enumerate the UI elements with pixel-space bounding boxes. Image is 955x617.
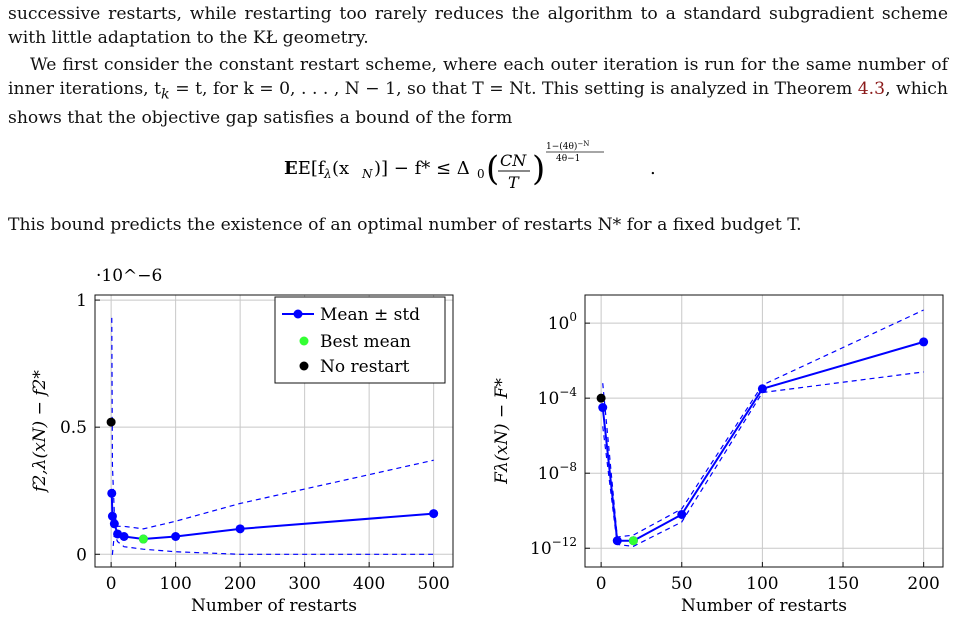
mean-point <box>171 531 181 541</box>
legend: Mean ± std Best mean No restart <box>274 296 446 384</box>
mean-point <box>107 511 117 521</box>
mean-point <box>612 536 622 546</box>
paragraph-2-part-c: = t, for k = 0, . . . , N − 1, so that T… <box>169 79 858 99</box>
legend-item-best: Best mean <box>320 332 411 352</box>
best-mean-point <box>628 536 638 546</box>
x-tick-label: 150 <box>827 574 859 594</box>
chart-log: 0 50 100 150 200 10−12 10−8 10−4 100 Number of r… <box>492 294 944 616</box>
theorem-ref-link[interactable]: 4.3 <box>857 79 886 99</box>
x-tick-label: 50 <box>671 574 693 594</box>
axis-ticks: 0 100 200 300 400 500 0 0.5 1 <box>60 291 450 594</box>
bound-equation: EE[f λ (x N )] − f* ≤ Δ 0 ( CN T ) 1−(4θ… <box>284 140 656 192</box>
paragraph-3: This bound predicts the existence of an … <box>8 215 802 235</box>
x-tick-label: 400 <box>353 574 385 594</box>
eq-frac-den: T <box>508 173 520 192</box>
paragraph-1: successive restarts, while restarting to… <box>8 4 948 48</box>
mean-point <box>598 403 608 413</box>
scale-label: ·10^−6 <box>96 266 162 286</box>
no-restart-point <box>106 417 116 427</box>
y-tick-label: 0 <box>76 545 87 565</box>
mean-point <box>107 488 117 498</box>
y-tick-label: 10−4 <box>538 385 578 409</box>
y-axis-label: f2,λ(xN) − f2* <box>30 370 50 494</box>
eq-lhs-text: E[f <box>298 158 326 179</box>
legend-item-norestart: No restart <box>320 357 410 377</box>
x-tick-label: 500 <box>417 574 449 594</box>
mean-point <box>119 531 129 541</box>
series-mean-line <box>601 340 924 542</box>
y-tick-label: 10−12 <box>530 535 577 559</box>
grid <box>585 295 943 567</box>
x-axis-label: Number of restarts <box>681 596 847 616</box>
legend-marker-icon <box>293 309 303 319</box>
eq-exp-num-sup: −N <box>577 140 589 148</box>
paragraph-2-sub-k: k <box>161 86 170 103</box>
y-tick-label: 10−8 <box>538 460 577 484</box>
legend-item-mean: Mean ± std <box>320 305 420 325</box>
eq-sub-zero: 0 <box>477 167 485 181</box>
mean-point <box>757 384 767 394</box>
y-axis-label: Fλ(xN) − F* <box>492 378 512 485</box>
series-upper-std <box>602 309 924 538</box>
x-tick-label: 0 <box>106 574 117 594</box>
legend-norestart-icon <box>299 361 309 371</box>
eq-exp-num: 1−(4θ)−N <box>546 140 589 152</box>
no-restart-point <box>596 393 606 403</box>
paragraph-2: We first consider the constant restart s… <box>8 53 948 130</box>
mean-point <box>919 337 929 347</box>
x-tick-label: 200 <box>224 574 256 594</box>
series-layer <box>106 317 439 555</box>
best-mean-point <box>138 534 148 544</box>
series-upper-std <box>111 317 434 530</box>
mean-point <box>429 509 439 519</box>
eq-sub-n: N <box>361 167 373 181</box>
x-tick-label: 100 <box>746 574 778 594</box>
eq-paren-close: ) <box>532 149 545 189</box>
y-tick-label: 0.5 <box>60 418 87 438</box>
mean-point <box>235 524 245 534</box>
series-mean-line <box>110 493 434 541</box>
x-axis-label: Number of restarts <box>191 596 357 616</box>
paragraph-2-part-a: We first consider the constant restart s… <box>8 55 948 99</box>
eq-frac-num: CN <box>500 151 527 170</box>
eq-mid: (x <box>332 158 349 179</box>
series-lower-std <box>111 533 434 555</box>
eq-period: . <box>650 158 656 179</box>
x-tick-label: 200 <box>907 574 939 594</box>
x-tick-label: 300 <box>288 574 320 594</box>
eq-exp-num-text: 1−(4θ) <box>546 141 577 152</box>
eq-paren-open: ( <box>486 149 499 189</box>
chart-linear: 0 100 200 300 400 500 0 0.5 1 ·10^−6 Number of r… <box>30 266 454 616</box>
eq-exp-den: 4θ−1 <box>556 154 580 164</box>
y-tick-label: 100 <box>548 310 577 334</box>
y-tick-label: 1 <box>76 291 87 311</box>
paragraph-2-part-d: , which shows that the objective gap sat… <box>8 79 948 129</box>
mean-point <box>109 519 119 529</box>
x-tick-label: 0 <box>596 574 607 594</box>
plot-frame <box>94 294 454 568</box>
plot-frame <box>584 294 944 568</box>
eq-rhs: )] − f* ≤ Δ <box>374 158 470 179</box>
series-layer <box>596 309 929 547</box>
axis-ticks: 0 50 100 150 200 10−12 10−8 10−4 100 <box>530 310 940 594</box>
x-tick-label: 100 <box>159 574 191 594</box>
legend-best-icon <box>299 336 309 346</box>
mean-point <box>677 509 687 519</box>
eq-sub-lambda: λ <box>323 167 332 181</box>
eq-lhs: EE[f <box>284 158 326 179</box>
